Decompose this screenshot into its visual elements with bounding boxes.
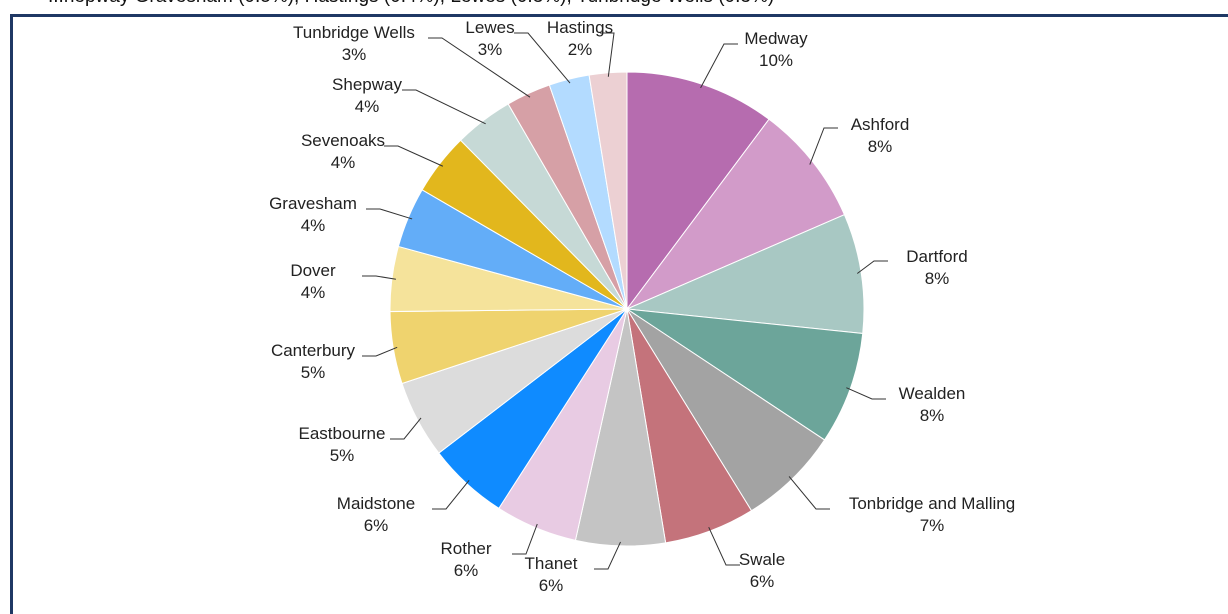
slice-label-lewes: Lewes xyxy=(465,18,514,37)
slice-pct-hastings: 2% xyxy=(568,40,593,59)
slice-pct-thanet: 6% xyxy=(539,576,564,595)
pie-chart: Medway 10% Ashford 8% Dartford 8% Wealden 8% Ton… xyxy=(269,18,1015,595)
slice-label-dover: Dover xyxy=(290,261,336,280)
leader-line-eastbourne xyxy=(390,417,422,440)
slice-label-ashford: Ashford xyxy=(851,115,910,134)
slice-pct-lewes: 3% xyxy=(478,40,503,59)
pie-slice-dartford xyxy=(625,214,865,335)
pie-slices xyxy=(389,71,865,547)
leader-line-tunbridge-wells xyxy=(428,37,531,98)
slice-label-tunbridge-wells: Tunbridge Wells xyxy=(293,23,415,42)
chart-frame xyxy=(10,14,1228,614)
slice-pct-shepway: 4% xyxy=(355,97,380,116)
slice-label-dartford: Dartford xyxy=(906,247,967,266)
slice-pct-wealden: 8% xyxy=(920,406,945,425)
leader-line-maidstone xyxy=(432,480,470,510)
leader-lines xyxy=(362,32,888,570)
leader-line-thanet xyxy=(594,541,621,570)
slice-pct-dover: 4% xyxy=(301,283,326,302)
pie-slice-ashford xyxy=(625,118,846,311)
leader-line-medway xyxy=(700,43,738,89)
chart-caption: ...hepway Gravesham (0.5%), Hastings (0.… xyxy=(48,0,774,8)
slice-label-shepway: Shepway xyxy=(332,75,402,94)
slice-label-eastbourne: Eastbourne xyxy=(299,424,386,443)
slice-label-sevenoaks: Sevenoaks xyxy=(301,131,385,150)
slice-pct-tunbridge-wells: 3% xyxy=(342,45,367,64)
slice-pct-ashford: 8% xyxy=(868,137,893,156)
leader-line-swale xyxy=(708,526,740,566)
slice-label-wealden: Wealden xyxy=(899,384,966,403)
slice-label-tonbridge-and-malling: Tonbridge and Malling xyxy=(849,494,1015,513)
leader-line-dartford xyxy=(856,260,888,274)
leader-line-canterbury xyxy=(362,346,398,357)
leader-line-wealden xyxy=(846,387,886,400)
slice-pct-swale: 6% xyxy=(750,572,775,591)
slice-label-rother: Rother xyxy=(440,539,491,558)
leader-line-tonbridge-and-malling xyxy=(788,476,830,510)
leader-line-shepway xyxy=(402,89,486,125)
slice-pct-maidstone: 6% xyxy=(364,516,389,535)
pie-slice-hastings xyxy=(588,71,628,310)
slice-label-gravesham: Gravesham xyxy=(269,194,357,213)
leader-line-gravesham xyxy=(366,208,413,220)
slice-label-hastings: Hastings xyxy=(547,18,613,37)
slice-label-maidstone: Maidstone xyxy=(337,494,415,513)
slice-label-swale: Swale xyxy=(739,550,785,569)
slice-labels: Medway 10% Ashford 8% Dartford 8% Wealden 8% Ton… xyxy=(269,18,1015,595)
pie-slice-medway xyxy=(626,71,770,311)
leader-line-lewes xyxy=(514,32,571,84)
leader-line-hastings xyxy=(600,32,615,77)
slice-pct-canterbury: 5% xyxy=(301,363,326,382)
slice-pct-tonbridge-and-malling: 7% xyxy=(920,516,945,535)
slice-label-canterbury: Canterbury xyxy=(271,341,356,360)
leader-line-sevenoaks xyxy=(384,145,444,167)
slice-pct-gravesham: 4% xyxy=(301,216,326,235)
leader-line-rother xyxy=(512,523,538,555)
slice-label-thanet: Thanet xyxy=(525,554,578,573)
slice-pct-dartford: 8% xyxy=(925,269,950,288)
slice-pct-medway: 10% xyxy=(759,51,793,70)
slice-pct-eastbourne: 5% xyxy=(330,446,355,465)
slice-pct-sevenoaks: 4% xyxy=(331,153,356,172)
leader-line-dover xyxy=(362,275,396,280)
slice-label-medway: Medway xyxy=(744,29,808,48)
leader-line-ashford xyxy=(809,127,838,165)
slice-pct-rother: 6% xyxy=(454,561,479,580)
